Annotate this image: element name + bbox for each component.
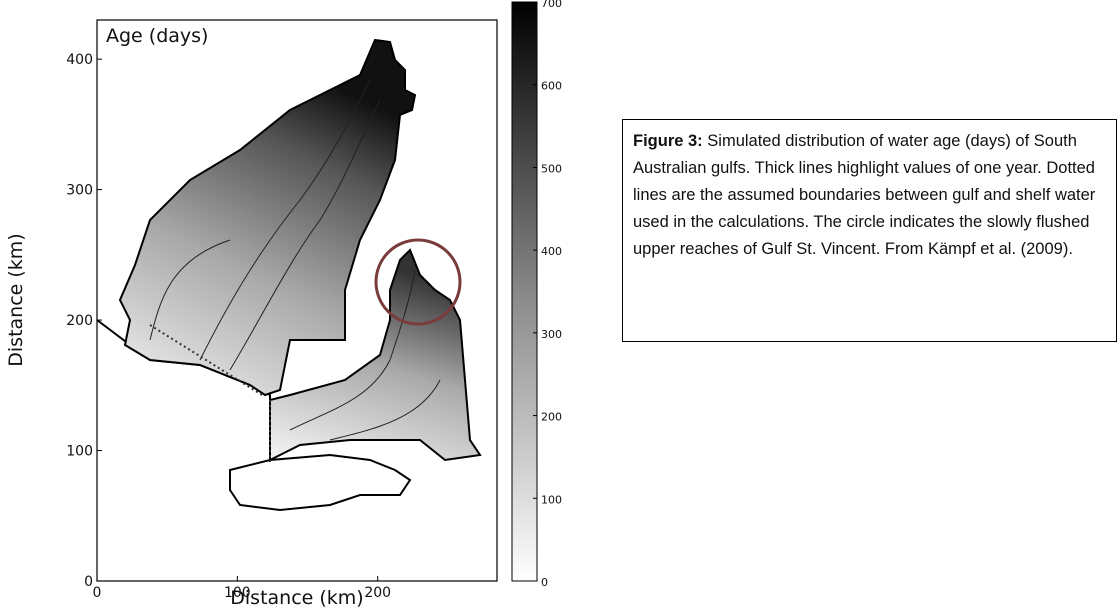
- y-tick-label: 0: [84, 574, 93, 590]
- x-tick-label: 200: [364, 585, 391, 601]
- page: Age (days) Distance (km) Distance (km) 0…: [0, 0, 1119, 614]
- x-tick-label: 100: [224, 585, 251, 601]
- colorbar: [512, 2, 537, 581]
- annotation: Age (days): [106, 25, 208, 47]
- y-tick-label: 300: [66, 183, 93, 199]
- spencer-gulf: [120, 40, 415, 395]
- colorbar-tick-label: 200: [541, 411, 562, 424]
- colorbar-tick-label: 300: [541, 328, 562, 341]
- caption-text: Simulated distribution of water age (day…: [633, 132, 1095, 258]
- y-tick-label: 200: [66, 313, 93, 329]
- y-tick-label: 100: [66, 444, 93, 460]
- caption: Figure 3: Simulated distribution of wate…: [622, 119, 1117, 342]
- colorbar-tick-label: 700: [541, 0, 562, 10]
- caption-label: Figure 3:: [633, 132, 703, 150]
- figure: Age (days) Distance (km) Distance (km) 0…: [0, 0, 615, 614]
- y-tick-label: 400: [66, 52, 93, 68]
- colorbar-tick-label: 500: [541, 162, 562, 175]
- kangaroo-island: [230, 455, 410, 510]
- colorbar-tick-label: 100: [541, 493, 562, 506]
- y-axis-label: Distance (km): [5, 233, 27, 366]
- colorbar-tick-label: 0: [541, 576, 548, 589]
- x-tick-label: 0: [93, 585, 102, 601]
- colorbar-tick-label: 400: [541, 245, 562, 258]
- colorbar-tick-label: 600: [541, 80, 562, 93]
